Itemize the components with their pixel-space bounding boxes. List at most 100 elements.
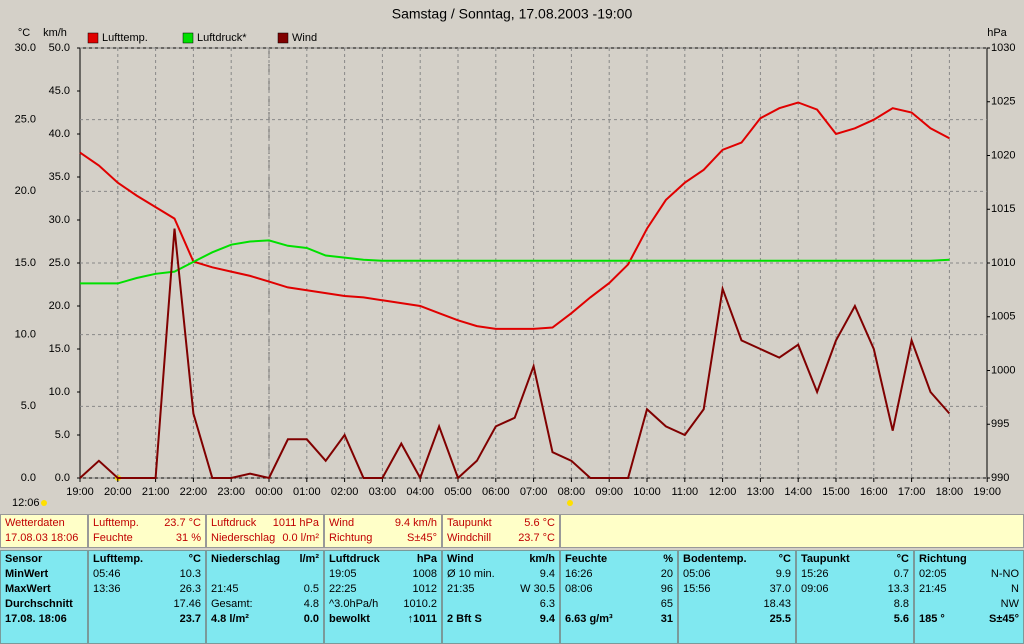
y2-tick-label: 1025 [991, 96, 1015, 108]
stats-value: 23.7 [179, 613, 201, 625]
y3-tick-label: 0.0 [55, 472, 70, 484]
stats-header: Wind km/h [447, 553, 555, 568]
stats-value: NW [1000, 598, 1019, 610]
x-tick-label: 08:00 [558, 486, 586, 498]
stats-value: 6.3 [539, 598, 555, 610]
info-line: Taupunkt 5.6 °C [447, 517, 555, 532]
stats-unit: l/m² [299, 553, 319, 565]
stats-label: 21:35 [447, 583, 475, 595]
stats-value: S±45° [988, 613, 1019, 625]
y3-tick-label: 10.0 [49, 386, 70, 398]
stats-label: 4.8 l/m² [211, 613, 249, 625]
info-label: Luftdruck [211, 517, 257, 529]
series-line [79, 101, 950, 330]
stats-unit: km/h [529, 553, 555, 565]
x-tick-label: 15:00 [822, 486, 850, 498]
info-label: 17.08.03 18:06 [5, 532, 79, 544]
info-value: 23.7 °C [518, 532, 555, 544]
stats-value: 96 [660, 583, 673, 595]
stats-label: 16:26 [565, 568, 593, 580]
x-tick-label: 18:00 [936, 486, 964, 498]
stats-row: 8.8 [801, 598, 909, 613]
info-value: 1011 hPa [272, 517, 319, 529]
legend-label: Lufttemp. [102, 32, 148, 44]
stats-header: Richtung [919, 553, 1019, 568]
info-line: Lufttemp. 23.7 °C [93, 517, 201, 532]
info-panel: Wetterdaten 17.08.03 18:06 [0, 514, 88, 548]
stats-value: N [1011, 583, 1019, 595]
time-marker [41, 500, 47, 506]
stats-column: Lufttemp. °C 05:46 10.3 13:36 26.3 17.46 23.7 [88, 550, 206, 644]
stats-header: Luftdruck hPa [329, 553, 437, 568]
stats-label: 185 ° [919, 613, 945, 625]
stats-title: Lufttemp. [93, 553, 144, 565]
stats-value: W 30.5 [520, 583, 555, 595]
stats-row: bewolkt ↑1011 [329, 613, 437, 628]
stats-label: 21:45 [211, 583, 239, 595]
stats-label: MaxWert [5, 583, 51, 595]
legend-label: Wind [292, 32, 317, 44]
stats-value: 0.5 [303, 583, 319, 595]
stats-label: 15:56 [683, 583, 711, 595]
x-tick-label: 11:00 [671, 486, 698, 498]
series-line [80, 239, 950, 285]
stats-row: Durchschnitt [5, 598, 83, 613]
stats-value: 26.3 [179, 583, 201, 595]
info-line: Feuchte 31 % [93, 532, 201, 547]
x-tick-label: 14:00 [784, 486, 812, 498]
stats-title: Richtung [919, 553, 967, 565]
y-tick-label: 30.0 [15, 42, 36, 54]
x-tick-label: 03:00 [369, 486, 397, 498]
info-label: Wind [329, 517, 355, 529]
x-tick-label: 17:00 [898, 486, 926, 498]
y-tick-label: 5.0 [21, 400, 36, 412]
stats-value: 0.7 [893, 568, 909, 580]
info-label: Windchill [447, 532, 492, 544]
stats-value: 20 [660, 568, 673, 580]
info-panel: Lufttemp. 23.7 °C Feuchte 31 % [88, 514, 206, 548]
stats-label: 13:36 [93, 583, 121, 595]
info-line: Wind 9.4 km/h [329, 517, 437, 532]
stats-value: 9.4 [539, 613, 555, 625]
stats-title: Taupunkt [801, 553, 850, 565]
stats-label: 17.08. 18:06 [5, 613, 67, 625]
stats-row: Gesamt: 4.8 [211, 598, 319, 613]
stats-value: 1012 [412, 583, 437, 595]
stats-title: Bodentemp. [683, 553, 747, 565]
x-tick-label: 22:00 [180, 486, 208, 498]
stats-header: Niederschlag l/m² [211, 553, 319, 568]
x-tick-label: 23:00 [217, 486, 245, 498]
info-label: Feuchte [93, 532, 133, 544]
stats-row: 6.3 [447, 598, 555, 613]
stats-row: 2 Bft S 9.4 [447, 613, 555, 628]
stats-label: 05:46 [93, 568, 121, 580]
stats-row: 6.63 g/m³ 31 [565, 613, 673, 628]
info-panel: Taupunkt 5.6 °C Windchill 23.7 °C [442, 514, 560, 548]
y3-tick-label: 15.0 [49, 343, 70, 355]
y3-tick-label: 20.0 [49, 300, 70, 312]
info-line: Wetterdaten [5, 517, 83, 532]
timestamp: 12:06 [12, 497, 40, 509]
y2-axis-label: hPa [987, 27, 1007, 39]
stats-column: Sensor MinWert MaxWert Durchschnitt 17.08. 1… [0, 550, 88, 644]
stats-row: 02:05 N-NO [919, 568, 1019, 583]
stats-value: ↑1011 [407, 613, 437, 625]
stats-value: 1010.2 [403, 598, 437, 610]
stats-row: MinWert [5, 568, 83, 583]
stats-row: 22:25 1012 [329, 583, 437, 598]
stats-title: Feuchte [565, 553, 608, 565]
stats-label: ^3.0hPa/h [329, 598, 379, 610]
stats-label: 6.63 g/m³ [565, 613, 613, 625]
stats-title: Sensor [5, 553, 43, 565]
y2-tick-label: 1015 [991, 203, 1015, 215]
stats-row: 17.08. 18:06 [5, 613, 83, 628]
info-line: Luftdruck 1011 hPa [211, 517, 319, 532]
stats-row: 21:45 N [919, 583, 1019, 598]
y-tick-label: 25.0 [15, 114, 36, 126]
stats-label: Ø 10 min. [447, 568, 495, 580]
stats-value: 17.46 [173, 598, 201, 610]
stats-column: Richtung 02:05 N-NO 21:45 N NW 185 ° S±45° [914, 550, 1024, 644]
info-panel: Wind 9.4 km/h Richtung S±45° [324, 514, 442, 548]
y3-axis-label: km/h [43, 27, 67, 39]
y-axis-label: °C [18, 27, 30, 39]
